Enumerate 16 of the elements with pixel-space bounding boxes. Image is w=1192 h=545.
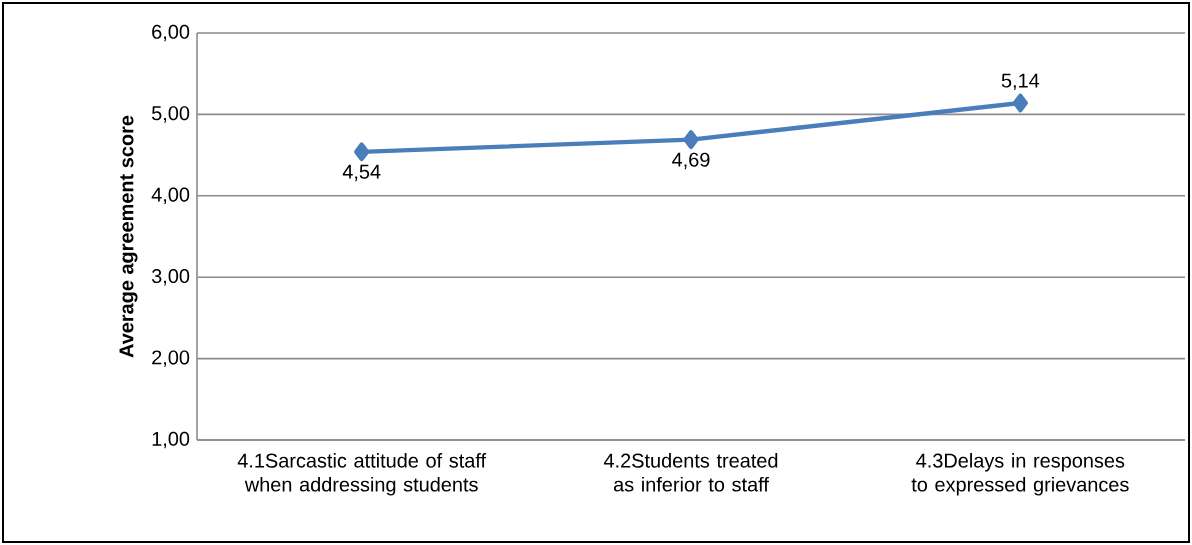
point — [683, 130, 699, 150]
x-tick-label: 4.2Students treated as inferior to staff — [603, 453, 778, 492]
point — [1012, 93, 1028, 113]
data-label: 5,14 — [1001, 73, 1040, 90]
y-tick-label: 3,00 — [151, 268, 190, 286]
y-tick-label: 5,00 — [151, 106, 190, 123]
data-label: 4,69 — [672, 152, 710, 170]
x-tick-label: 4.1Sarcastic attitude of staff when addressing students — [237, 453, 487, 496]
point — [354, 142, 370, 162]
data-label: 4,54 — [342, 164, 381, 182]
y-tick-label: 6,00 — [152, 24, 190, 42]
y-tick-label: 1,00 — [152, 431, 190, 449]
y-tick-label: 2,00 — [152, 350, 190, 367]
y-tick-label: 4,00 — [151, 187, 190, 205]
y-axis-title: Average agreement score — [119, 115, 138, 358]
x-tick-label: 4.3Delays in responses to expressed grievances — [911, 453, 1129, 496]
